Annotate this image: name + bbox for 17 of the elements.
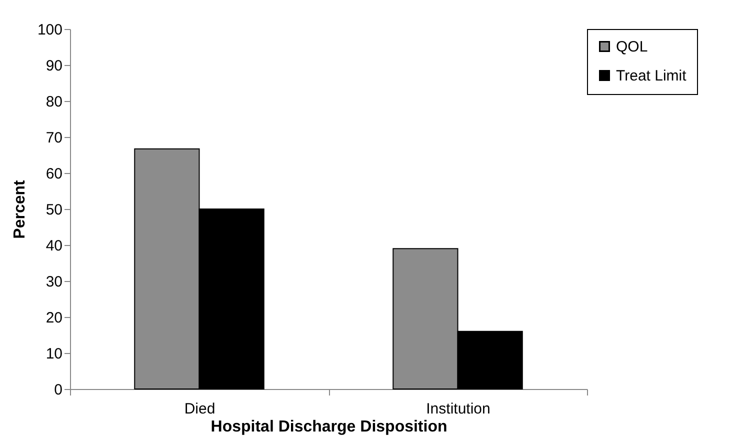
y-tick-label: 70 — [46, 130, 62, 146]
y-tick-label: 30 — [46, 274, 62, 290]
y-tick-label: 50 — [46, 202, 62, 218]
y-axis-title: Percent — [11, 179, 28, 239]
y-tick-label: 90 — [46, 58, 62, 74]
y-tick-label: 80 — [46, 94, 62, 110]
legend-label: Treat Limit — [616, 68, 688, 84]
x-tick-label: Died — [184, 400, 216, 418]
y-tick-label: 60 — [46, 166, 62, 182]
x-tick-label: Institution — [426, 400, 490, 418]
y-tick-label: 10 — [46, 346, 62, 362]
y-tick-label: 0 — [54, 382, 62, 398]
y-tick-label: 20 — [46, 310, 62, 326]
legend-label: QOL — [616, 38, 648, 56]
y-tick-label: 40 — [46, 238, 62, 254]
y-tick-label: 100 — [37, 22, 62, 38]
x-axis-title: Hospital Discharge Disposition — [210, 418, 448, 436]
